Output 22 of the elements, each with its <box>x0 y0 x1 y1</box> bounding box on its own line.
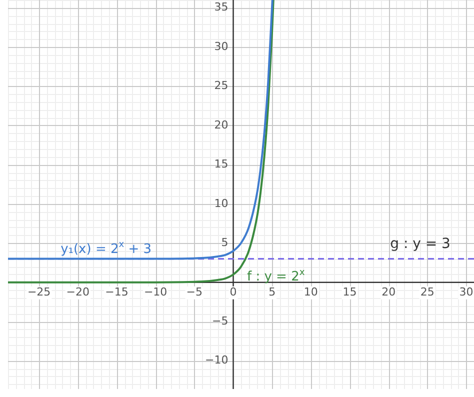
x-tick-label: −10 <box>144 286 168 299</box>
x-tick-label: −15 <box>105 286 128 299</box>
x-tick-label: −25 <box>27 286 51 299</box>
x-tick-label: −5 <box>186 286 203 299</box>
x-tick-label: −20 <box>66 286 90 299</box>
x-tick-label: 20 <box>382 286 396 299</box>
x-tick-label: 30 <box>459 286 474 299</box>
y-tick-label: 10 <box>214 196 228 210</box>
y-tick-label: 15 <box>214 158 228 171</box>
y-tick-label: 30 <box>214 40 228 53</box>
y-tick-label: 20 <box>214 118 228 132</box>
y-tick-label: −10 <box>205 354 228 367</box>
x-tick-label: 5 <box>268 286 276 299</box>
y-tick-label: −5 <box>212 314 228 328</box>
y-tick-label: 25 <box>214 79 228 92</box>
y-tick-label: 35 <box>214 0 228 14</box>
x-tick-label: 15 <box>342 286 357 299</box>
ref-line-label: g : y = 3 <box>390 236 450 252</box>
x-tick-label: 0 <box>230 286 237 299</box>
x-tick-label: 25 <box>420 286 434 299</box>
y-tick-label: 5 <box>221 236 228 249</box>
x-tick-label: 10 <box>304 286 318 299</box>
